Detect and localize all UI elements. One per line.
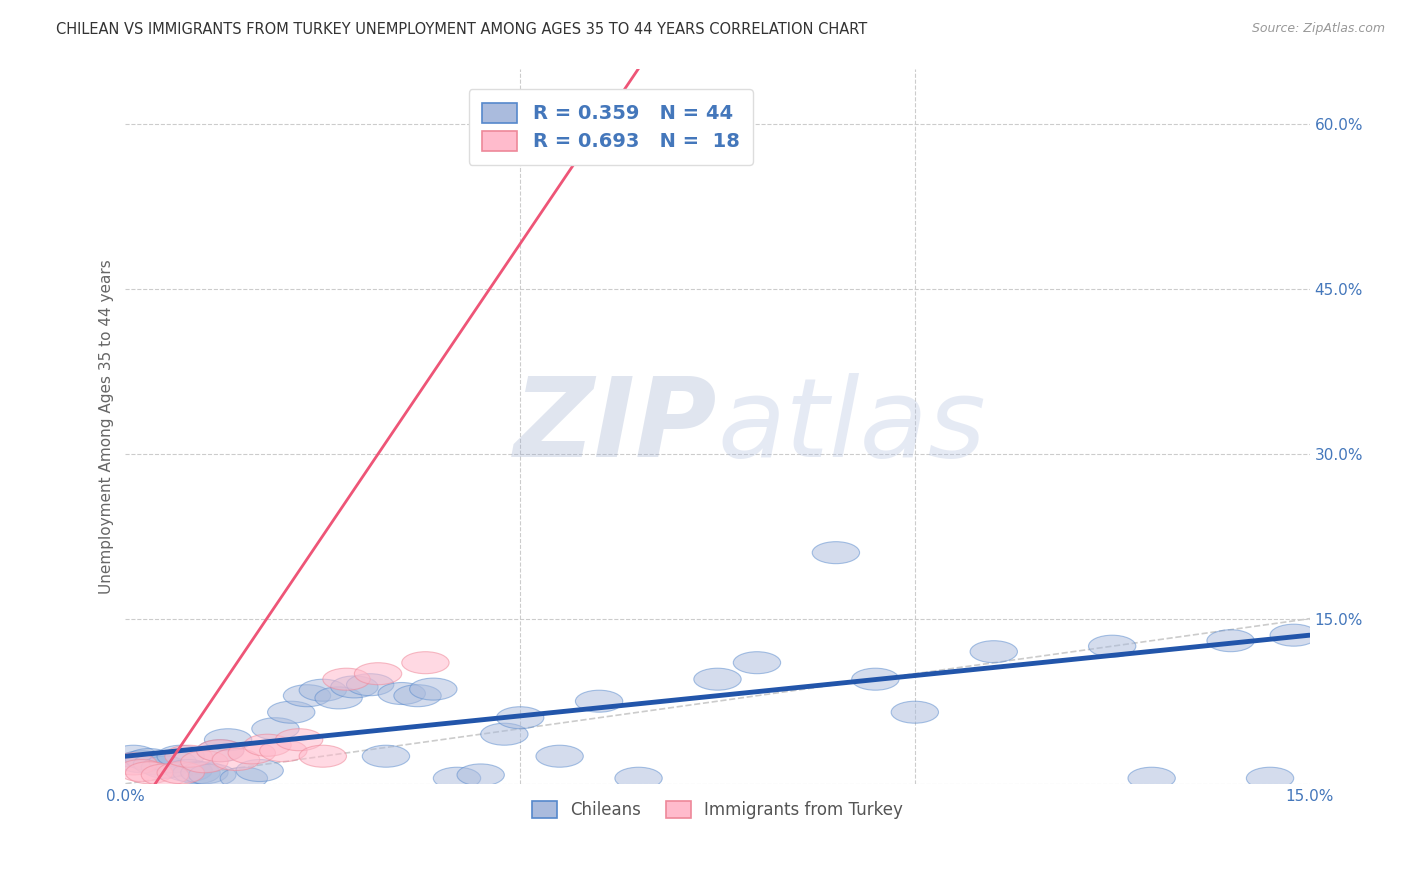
Ellipse shape bbox=[252, 718, 299, 739]
Ellipse shape bbox=[188, 764, 236, 786]
Ellipse shape bbox=[125, 748, 173, 771]
Ellipse shape bbox=[267, 701, 315, 723]
Ellipse shape bbox=[330, 676, 378, 698]
Ellipse shape bbox=[409, 678, 457, 700]
Ellipse shape bbox=[1128, 767, 1175, 789]
Ellipse shape bbox=[299, 745, 346, 767]
Ellipse shape bbox=[276, 729, 323, 751]
Ellipse shape bbox=[118, 759, 165, 781]
Ellipse shape bbox=[852, 668, 898, 690]
Ellipse shape bbox=[284, 685, 330, 706]
Ellipse shape bbox=[197, 739, 243, 762]
Ellipse shape bbox=[575, 690, 623, 712]
Text: atlas: atlas bbox=[717, 373, 986, 480]
Ellipse shape bbox=[236, 759, 284, 781]
Ellipse shape bbox=[536, 745, 583, 767]
Ellipse shape bbox=[110, 745, 157, 767]
Ellipse shape bbox=[299, 679, 346, 701]
Ellipse shape bbox=[496, 706, 544, 729]
Ellipse shape bbox=[354, 663, 402, 685]
Ellipse shape bbox=[891, 701, 939, 723]
Ellipse shape bbox=[221, 767, 267, 789]
Ellipse shape bbox=[693, 668, 741, 690]
Legend: Chileans, Immigrants from Turkey: Chileans, Immigrants from Turkey bbox=[524, 794, 910, 825]
Ellipse shape bbox=[315, 687, 363, 709]
Ellipse shape bbox=[197, 739, 243, 762]
Ellipse shape bbox=[1246, 767, 1294, 789]
Ellipse shape bbox=[204, 729, 252, 751]
Ellipse shape bbox=[243, 734, 291, 756]
Ellipse shape bbox=[1270, 624, 1317, 646]
Ellipse shape bbox=[134, 753, 181, 775]
Ellipse shape bbox=[165, 745, 212, 767]
Ellipse shape bbox=[1088, 635, 1136, 657]
Ellipse shape bbox=[346, 673, 394, 696]
Ellipse shape bbox=[228, 742, 276, 764]
Ellipse shape bbox=[394, 685, 441, 706]
Ellipse shape bbox=[125, 762, 173, 784]
Ellipse shape bbox=[181, 751, 228, 772]
Y-axis label: Unemployment Among Ages 35 to 44 years: Unemployment Among Ages 35 to 44 years bbox=[100, 259, 114, 593]
Ellipse shape bbox=[813, 541, 859, 564]
Ellipse shape bbox=[157, 762, 204, 784]
Ellipse shape bbox=[323, 668, 370, 690]
Ellipse shape bbox=[165, 759, 212, 781]
Ellipse shape bbox=[110, 753, 157, 775]
Ellipse shape bbox=[378, 682, 426, 705]
Ellipse shape bbox=[118, 751, 165, 772]
Ellipse shape bbox=[149, 751, 197, 772]
Ellipse shape bbox=[536, 112, 583, 135]
Ellipse shape bbox=[173, 762, 221, 784]
Ellipse shape bbox=[260, 739, 307, 762]
Ellipse shape bbox=[157, 745, 204, 767]
Text: ZIP: ZIP bbox=[515, 373, 717, 480]
Ellipse shape bbox=[457, 764, 505, 786]
Text: CHILEAN VS IMMIGRANTS FROM TURKEY UNEMPLOYMENT AMONG AGES 35 TO 44 YEARS CORRELA: CHILEAN VS IMMIGRANTS FROM TURKEY UNEMPL… bbox=[56, 22, 868, 37]
Ellipse shape bbox=[614, 767, 662, 789]
Ellipse shape bbox=[181, 762, 228, 784]
Ellipse shape bbox=[141, 756, 188, 778]
Ellipse shape bbox=[433, 767, 481, 789]
Ellipse shape bbox=[1206, 630, 1254, 652]
Ellipse shape bbox=[734, 652, 780, 673]
Ellipse shape bbox=[141, 764, 188, 786]
Ellipse shape bbox=[481, 723, 529, 745]
Ellipse shape bbox=[970, 640, 1018, 663]
Ellipse shape bbox=[212, 748, 260, 771]
Text: Source: ZipAtlas.com: Source: ZipAtlas.com bbox=[1251, 22, 1385, 36]
Ellipse shape bbox=[363, 745, 409, 767]
Ellipse shape bbox=[402, 652, 449, 673]
